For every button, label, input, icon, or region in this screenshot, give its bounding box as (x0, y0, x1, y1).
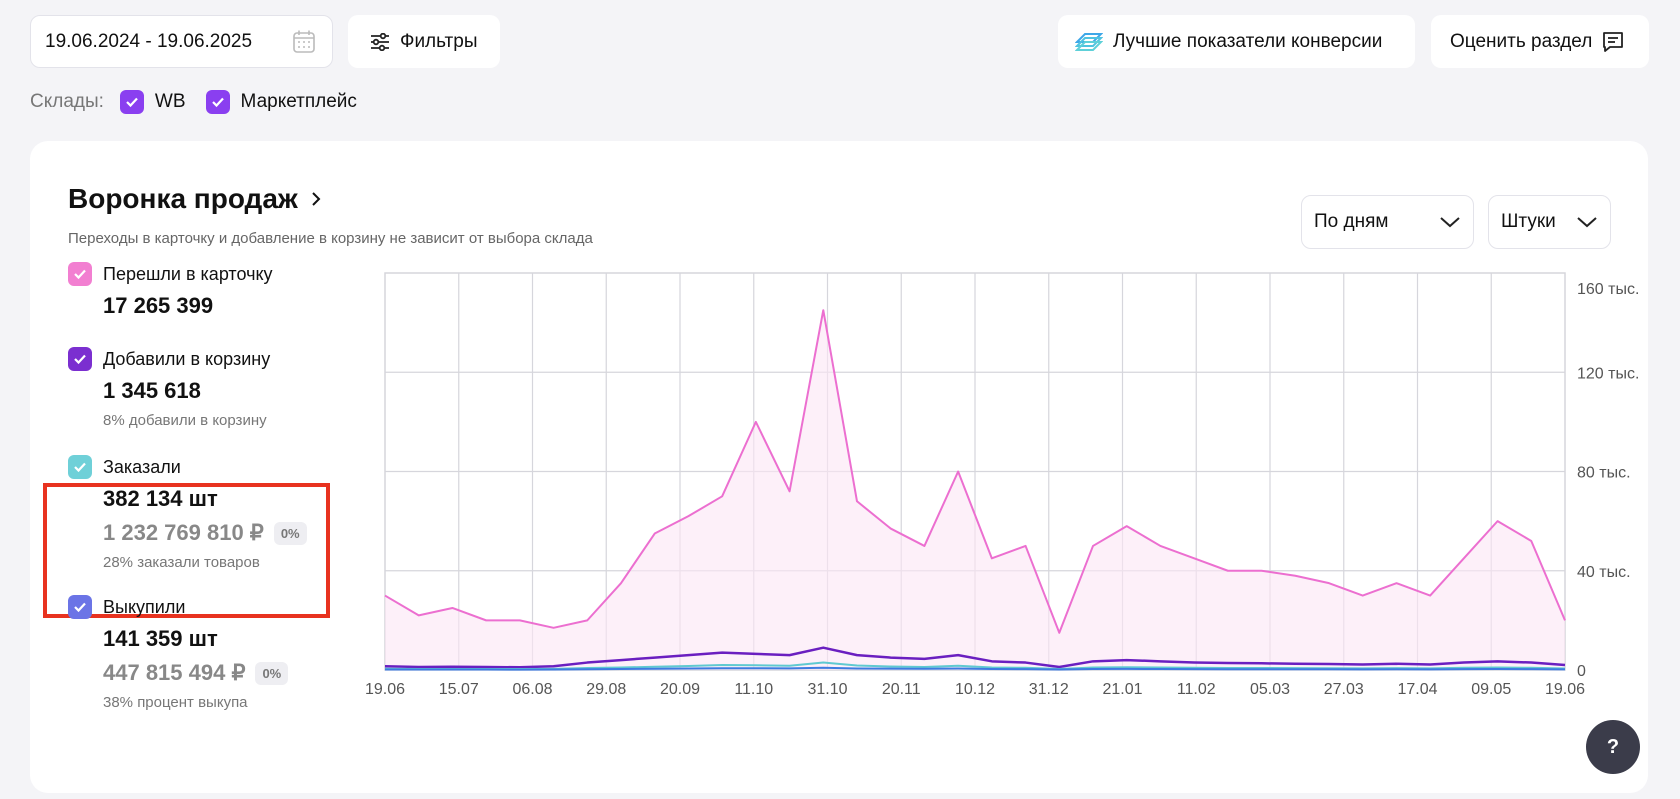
period-select-value: По дням (1314, 211, 1389, 232)
chevron-down-icon (1577, 217, 1597, 228)
metric-note: 28% заказали товаров (103, 554, 260, 571)
metric-money-value: 447 815 494 ₽ (103, 660, 246, 685)
highlight-box (43, 483, 330, 618)
metric-card-buyouts: Выкупили 141 359 шт 447 815 494 ₽ 0% 38%… (68, 595, 289, 711)
warehouses-label: Склады: (30, 91, 104, 112)
help-button[interactable]: ? (1586, 720, 1640, 774)
units-select[interactable]: Штуки (1488, 195, 1611, 249)
y-tick-label: 40 тыс. (1577, 564, 1631, 581)
chevron-down-icon (1440, 217, 1460, 228)
warehouse-marketplace-checkbox[interactable]: Маркетплейс (205, 90, 357, 114)
metric-badge: 0% (273, 521, 307, 545)
warehouse-wb-checkbox[interactable]: WB (119, 90, 186, 114)
x-tick-label: 11.10 (734, 681, 773, 698)
x-tick-label: 31.10 (807, 681, 847, 698)
metric-note: 38% процент выкупа (103, 694, 248, 711)
metric-label: Выкупили (103, 596, 186, 617)
series-line (384, 646, 1566, 669)
sales-funnel-card: Воронка продаж Переходы в карточку и доб… (30, 141, 1648, 793)
metric-badge: 0% (255, 661, 289, 685)
funnel-title-link[interactable]: Воронка продаж (68, 183, 322, 215)
best-conversion-button[interactable]: Лучшие показатели конверсии (1058, 15, 1415, 68)
units-select-value: Штуки (1501, 211, 1556, 232)
best-conversion-label: Лучшие показатели конверсии (1113, 30, 1383, 52)
metric-value: 382 134 шт (103, 486, 218, 511)
series-line (385, 666, 1566, 671)
rate-section-button[interactable]: Оценить раздел (1431, 15, 1649, 68)
metric-note: 8% добавили в корзину (103, 412, 267, 429)
metric-label: Перешли в карточку (103, 263, 273, 284)
warehouse-filter: Склады: WB Маркетплейс (30, 88, 377, 116)
metric-toggle-views[interactable]: Перешли в карточку (68, 262, 273, 286)
metric-money-value: 1 232 769 810 ₽ (103, 520, 264, 545)
x-tick-label: 09.05 (1471, 681, 1511, 698)
metric-label: Заказали (103, 456, 181, 477)
date-range-picker[interactable]: 19.06.2024 - 19.06.2025 (30, 15, 333, 68)
check-icon (68, 262, 92, 286)
funnel-title: Воронка продаж (68, 183, 298, 214)
check-icon (68, 455, 92, 479)
layers-icon (1075, 32, 1103, 51)
series-line (384, 309, 1566, 634)
x-tick-label: 21.01 (1102, 681, 1142, 698)
calendar-icon (293, 30, 315, 53)
metric-card-cart: Добавили в корзину 1 345 618 8% добавили… (68, 347, 270, 429)
funnel-subtitle: Переходы в карточку и добавление в корзи… (68, 230, 593, 247)
x-tick-label: 29.08 (586, 681, 626, 698)
metric-value: 141 359 шт (103, 626, 218, 651)
x-tick-label: 10.12 (955, 681, 995, 698)
metric-toggle-orders[interactable]: Заказали (68, 455, 307, 479)
warehouse-marketplace-label: Маркетплейс (240, 91, 357, 112)
sliders-icon (371, 32, 389, 51)
x-tick-label: 17.04 (1397, 681, 1437, 698)
y-tick-label: 120 тыс. (1577, 365, 1639, 382)
metric-money: 447 815 494 ₽ 0% (103, 660, 289, 686)
warehouse-wb-label: WB (154, 91, 186, 112)
x-tick-label: 19.06 (365, 681, 405, 698)
metric-label: Добавили в корзину (103, 348, 271, 369)
comment-icon (1603, 31, 1624, 52)
x-tick-label: 15.07 (439, 681, 479, 698)
metric-toggle-cart[interactable]: Добавили в корзину (68, 347, 270, 371)
y-tick-label: 80 тыс. (1577, 465, 1631, 482)
top-toolbar: 19.06.2024 - 19.06.2025 Фильтры Лучшие п… (30, 15, 1649, 68)
series-area-fill (385, 310, 1565, 670)
date-range-text: 19.06.2024 - 19.06.2025 (45, 30, 253, 52)
rate-section-label: Оценить раздел (1450, 30, 1593, 52)
filters-label: Фильтры (400, 30, 478, 52)
x-tick-label: 20.09 (660, 681, 700, 698)
x-tick-label: 11.02 (1177, 681, 1216, 698)
metric-card-orders: Заказали 382 134 шт 1 232 769 810 ₽ 0% 2… (68, 455, 307, 571)
metric-card-views: Перешли в карточку 17 265 399 (68, 262, 273, 319)
x-tick-label: 06.08 (512, 681, 552, 698)
check-icon (68, 595, 92, 619)
x-tick-label: 31.12 (1029, 681, 1069, 698)
check-icon (205, 90, 230, 114)
x-tick-label: 05.03 (1250, 681, 1290, 698)
y-tick-label: 160 тыс. (1577, 281, 1639, 298)
filters-button[interactable]: Фильтры (348, 15, 500, 68)
x-tick-label: 19.06 (1545, 681, 1585, 698)
metric-toggle-buyouts[interactable]: Выкупили (68, 595, 288, 619)
metric-value: 17 265 399 (103, 293, 214, 318)
x-tick-label: 20.11 (882, 681, 921, 698)
funnel-chart[interactable]: 0 40 тыс. 80 тыс. 120 тыс. 160 тыс. 19.06 15.0… (350, 271, 1640, 741)
check-icon (119, 90, 144, 114)
x-tick-label: 27.03 (1324, 681, 1364, 698)
metric-money: 1 232 769 810 ₽ 0% (103, 520, 307, 546)
period-select[interactable]: По дням (1301, 195, 1474, 249)
chevron-right-icon (312, 192, 321, 206)
metric-value: 1 345 618 (103, 378, 201, 403)
y-tick-label: 0 (1577, 663, 1586, 680)
check-icon (68, 347, 92, 371)
